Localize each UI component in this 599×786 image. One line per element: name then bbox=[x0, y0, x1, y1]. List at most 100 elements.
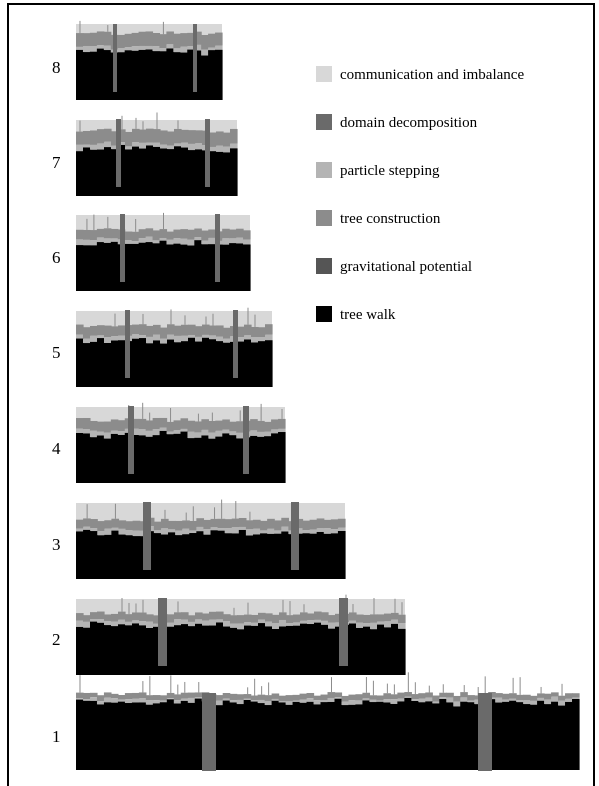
panel-1-particle-stepping-50 bbox=[425, 697, 433, 702]
panel-5-spike-13 bbox=[170, 309, 172, 325]
panel-1-tree-walk-24 bbox=[243, 700, 252, 770]
panel-7-tree-walk-11 bbox=[153, 146, 161, 196]
panel-7-tree-construction-0 bbox=[76, 131, 84, 145]
panel-6-tree-construction-0 bbox=[76, 229, 84, 240]
panel-1-particle-stepping-44 bbox=[383, 699, 391, 703]
panel-3-tree-construction-15 bbox=[182, 520, 190, 529]
panel-3-particle-stepping-7 bbox=[125, 530, 134, 536]
panel-1-tree-walk-51 bbox=[432, 703, 440, 770]
panel-6-tree-construction-4 bbox=[103, 228, 112, 239]
panel-2-tree-construction-28 bbox=[272, 614, 280, 624]
panel-1-tree-construction-1 bbox=[82, 692, 91, 700]
panel-2-tree-construction-18 bbox=[202, 613, 210, 621]
panel-1-tree-walk-68 bbox=[551, 701, 559, 770]
panel-5-tree-walk-20 bbox=[216, 341, 224, 387]
panel-6-particle-stepping-13 bbox=[166, 239, 175, 245]
panel-1-spike-27 bbox=[268, 682, 270, 696]
panel-2-spike-6 bbox=[121, 598, 123, 612]
panel-2-tree-walk-18 bbox=[202, 625, 210, 675]
panel-2-particle-stepping-18 bbox=[202, 620, 210, 626]
panel-7-spike-6 bbox=[121, 115, 123, 130]
panel-2-particle-stepping-43 bbox=[377, 621, 385, 625]
panel-2-tree-walk-34 bbox=[314, 622, 322, 675]
panel-2-tree-construction-16 bbox=[188, 615, 196, 622]
panel-5-tree-construction-3 bbox=[97, 325, 105, 336]
panel-4-tree-construction-25 bbox=[250, 419, 258, 431]
panel-4-particle-stepping-29 bbox=[278, 428, 286, 433]
panel-2-tree-walk-5 bbox=[111, 626, 119, 675]
panel-4-particle-stepping-17 bbox=[194, 432, 202, 438]
panel-3-tree-walk-8 bbox=[132, 536, 141, 579]
panel-3-tree-walk-15 bbox=[182, 534, 190, 579]
panel-8-particle-stepping-8 bbox=[131, 46, 140, 51]
panel-5-particle-stepping-19 bbox=[209, 335, 217, 340]
panel-1-tree-construction-27 bbox=[264, 695, 273, 702]
panel-1-spike-62 bbox=[512, 677, 514, 694]
panel-2-tree-construction-1 bbox=[83, 615, 91, 622]
panel-7-particle-stepping-19 bbox=[209, 146, 217, 152]
panel-2-particle-stepping-27 bbox=[265, 621, 273, 627]
panel-5-tree-construction-6 bbox=[118, 325, 126, 336]
panel-3-tree-construction-5 bbox=[111, 518, 120, 528]
panel-1-tree-construction-9 bbox=[138, 692, 147, 699]
panel-1-particle-stepping-25 bbox=[250, 700, 259, 702]
panel-6-tree-construction-18 bbox=[201, 230, 209, 241]
panel-1-particle-stepping-13 bbox=[166, 698, 175, 700]
legend-label-tree-walk: tree walk bbox=[340, 307, 396, 323]
panel-3-tree-walk-17 bbox=[196, 531, 205, 579]
panel-6-tree-construction-1 bbox=[82, 229, 91, 240]
panel-1-tree-construction-24 bbox=[243, 694, 252, 699]
panel-4-tree-walk-0 bbox=[76, 433, 84, 483]
panel-3-particle-stepping-37 bbox=[337, 527, 346, 531]
panel-1-tree-walk-5 bbox=[110, 702, 119, 770]
panel-3-tree-construction-20 bbox=[217, 518, 226, 529]
panel-8-tree-walk-2 bbox=[89, 51, 98, 100]
panel-1-tree-construction-2 bbox=[89, 692, 98, 698]
panel-8-spike-12 bbox=[162, 21, 164, 35]
panel-2-tree-walk-21 bbox=[223, 626, 231, 675]
legend-label-domain-decomposition: domain decomposition bbox=[340, 115, 478, 131]
panel-6-tree-walk-7 bbox=[124, 243, 133, 291]
panel-4-particle-stepping-28 bbox=[271, 429, 279, 434]
panel-7-particle-stepping-0 bbox=[76, 144, 84, 152]
panel-6-domain-decomposition-0 bbox=[120, 214, 125, 282]
panel-1-tree-construction-35 bbox=[320, 694, 329, 701]
figure-border bbox=[7, 3, 595, 786]
panel-4-tree-walk-15 bbox=[180, 431, 189, 483]
panel-1-tree-construction-33 bbox=[306, 692, 315, 699]
panel-1-particle-stepping-60 bbox=[495, 697, 503, 703]
panel-6-tree-construction-7 bbox=[124, 231, 133, 240]
legend-label-communication-and-imbalance: communication and imbalance bbox=[340, 67, 524, 83]
panel-2-tree-construction-20 bbox=[216, 611, 224, 620]
legend-swatch-particle-stepping bbox=[316, 162, 332, 178]
panel-4-tree-construction-10 bbox=[145, 420, 154, 431]
panel-8-domain-decomposition-1 bbox=[193, 24, 197, 92]
panel-7-tree-construction-3 bbox=[97, 129, 105, 144]
panel-1-spike-9 bbox=[142, 681, 144, 693]
panel-1-particle-stepping-31 bbox=[292, 700, 301, 702]
panel-2-spike-30 bbox=[289, 601, 291, 616]
panel-4-particle-stepping-13 bbox=[166, 431, 175, 435]
panel-5-tree-walk-21 bbox=[223, 342, 231, 387]
panel-1-particle-stepping-68 bbox=[551, 696, 559, 702]
panel-8-tree-walk-9 bbox=[138, 49, 147, 100]
panel-1-tree-construction-40 bbox=[355, 694, 364, 701]
panel-2-particle-stepping-31 bbox=[293, 622, 301, 626]
panel-8-tree-walk-7 bbox=[124, 50, 133, 100]
panel-3-particle-stepping-18 bbox=[203, 529, 212, 535]
panel-2-particle-stepping-6 bbox=[118, 619, 126, 625]
panel-7-particle-stepping-1 bbox=[83, 144, 91, 148]
panel-2-spike-29 bbox=[282, 599, 284, 613]
panel-4-spike-9 bbox=[142, 402, 144, 419]
panel-1-spike-52 bbox=[442, 684, 444, 693]
panel-3-particle-stepping-15 bbox=[182, 528, 190, 535]
panel-2-tree-walk-26 bbox=[258, 623, 266, 675]
panel-7-particle-stepping-7 bbox=[125, 146, 133, 150]
panel-2-tree-construction-13 bbox=[167, 614, 175, 623]
panel-6-tree-construction-16 bbox=[187, 229, 195, 240]
panel-3-tree-walk-22 bbox=[231, 533, 240, 579]
panel-1-particle-stepping-15 bbox=[180, 698, 189, 701]
panel-3-spike-24 bbox=[249, 511, 251, 521]
panel-1-tree-construction-29 bbox=[278, 695, 287, 701]
